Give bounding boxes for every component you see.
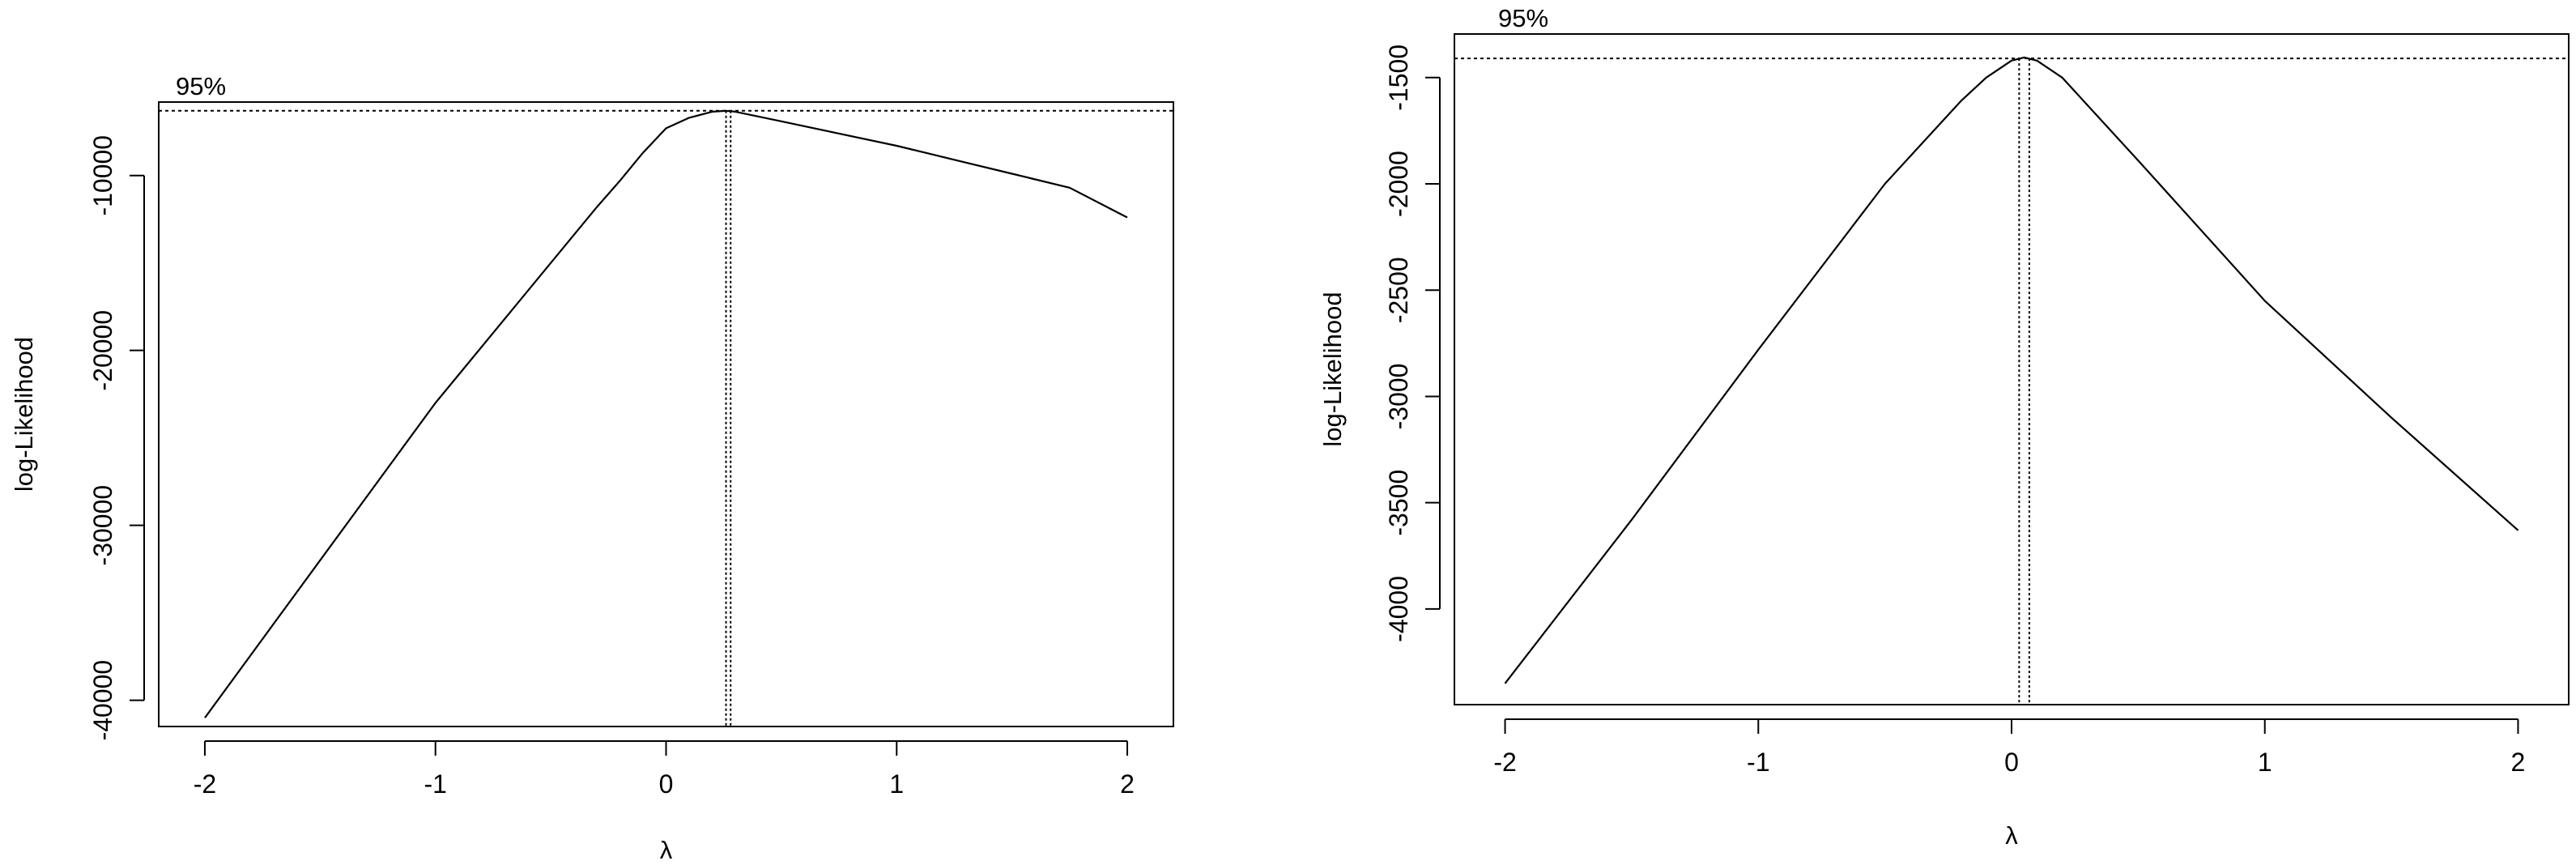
y-tick-label: -2500 <box>1384 257 1413 323</box>
x-tick-label: -1 <box>424 769 447 799</box>
panel-right-box-cox: -2 -1 0 1 2 -4000 -3500 -3000 -2500 -2000 -1500 λ lo… <box>1318 4 2570 850</box>
ci-95-label: 95% <box>1498 4 1548 32</box>
x-tick-label: -1 <box>1747 748 1769 777</box>
x-tick-label: 1 <box>2258 748 2272 777</box>
likelihood-curve <box>204 109 1128 718</box>
y-tick-label: -40000 <box>88 660 117 741</box>
ci-95-label: 95% <box>176 72 226 100</box>
x-tick-label: 2 <box>2511 748 2526 777</box>
x-axis-title: λ <box>660 836 673 864</box>
plot-frame <box>1454 33 2570 705</box>
y-tick-label: -2000 <box>1384 151 1413 217</box>
y-axis-title: log-Likelihood <box>1318 292 1347 446</box>
y-tick-label: -1500 <box>1384 45 1413 111</box>
x-tick-label: 0 <box>659 769 674 799</box>
x-axis-title: λ <box>2005 821 2018 850</box>
likelihood-curve <box>1504 56 2519 684</box>
x-tick-label: -2 <box>1493 748 1516 777</box>
y-tick-label: -20000 <box>88 310 117 391</box>
plot-frame <box>158 101 1174 727</box>
y-tick-label: -30000 <box>88 485 117 566</box>
x-tick-label: 0 <box>2004 748 2019 777</box>
y-tick-label: -3000 <box>1384 364 1413 430</box>
y-tick-label: -4000 <box>1384 576 1413 642</box>
x-tick-label: 2 <box>1120 769 1135 799</box>
y-tick-label: -10000 <box>88 135 117 216</box>
x-tick-label: -2 <box>194 769 216 799</box>
x-tick-label: 1 <box>889 769 904 799</box>
y-axis-title: log-Likelihood <box>10 337 38 492</box>
panel-left-box-cox: -2 -1 0 1 2 -40000 -30000 -20000 -10000 λ log-Like… <box>10 72 1174 864</box>
y-tick-label: -3500 <box>1384 470 1413 536</box>
